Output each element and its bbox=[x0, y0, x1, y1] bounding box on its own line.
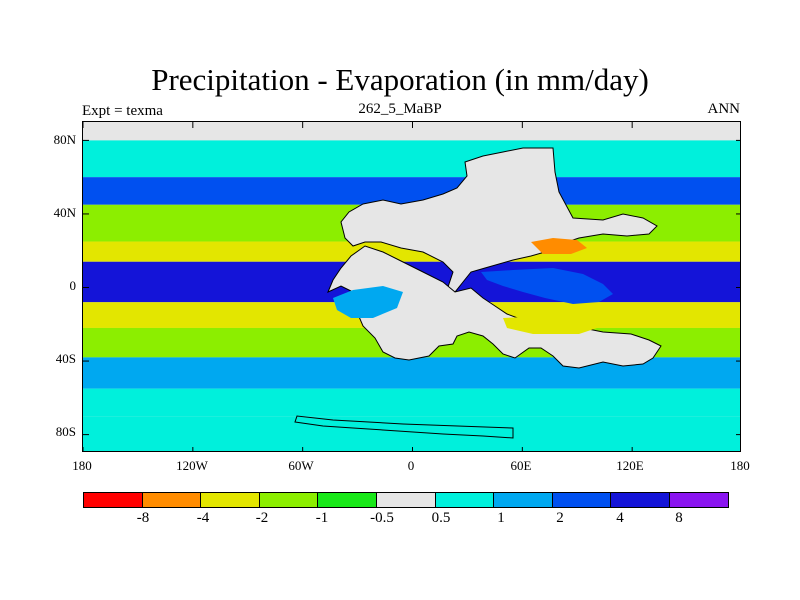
zonal-band bbox=[83, 177, 740, 205]
colorbar-swatch bbox=[610, 492, 670, 508]
zonal-band bbox=[83, 140, 740, 178]
tropical-rain-core bbox=[481, 268, 613, 304]
x-tick-label: 0 bbox=[407, 458, 415, 473]
x-tick-label: 60W bbox=[288, 458, 314, 473]
colorbar-swatch bbox=[83, 492, 143, 508]
x-tick-label: 120E bbox=[616, 458, 644, 473]
colorbar bbox=[83, 492, 729, 508]
colorbar-label: 8 bbox=[675, 510, 683, 526]
continent-pangaea-south bbox=[327, 245, 662, 369]
zonal-band bbox=[83, 416, 740, 451]
y-tick-label: 80N bbox=[53, 132, 76, 147]
colorbar-swatch bbox=[493, 492, 553, 508]
dry-lobe-south bbox=[503, 316, 603, 334]
colorbar-label: -8 bbox=[136, 510, 150, 526]
x-tick-label: 60E bbox=[510, 458, 532, 473]
colorbar-label: 1 bbox=[497, 510, 505, 526]
map-features bbox=[294, 147, 662, 439]
x-tick-label: 180 bbox=[730, 458, 750, 473]
colorbar-swatch bbox=[668, 492, 729, 508]
dry-lobe-north bbox=[531, 238, 587, 254]
colorbar-swatch bbox=[200, 492, 260, 508]
colorbar-swatch bbox=[375, 492, 436, 508]
colorbar-swatch bbox=[551, 492, 612, 508]
colorbar-label: -4 bbox=[196, 510, 210, 526]
continent-pangaea-north bbox=[340, 147, 658, 293]
map-plot-area bbox=[82, 121, 741, 452]
colorbar-label: -0.5 bbox=[370, 510, 394, 526]
chart-title: Precipitation - Evaporation (in mm/day) bbox=[151, 62, 649, 97]
y-tick-label: 40S bbox=[55, 351, 76, 366]
precipitation-map bbox=[83, 122, 740, 451]
y-tick-label: 0 bbox=[69, 278, 77, 293]
colorbar-label: 0.5 bbox=[431, 510, 451, 526]
colorbar-swatch bbox=[141, 492, 202, 508]
southern-coast bbox=[294, 415, 514, 439]
colorbar-swatch bbox=[317, 492, 377, 508]
season-label: ANN bbox=[707, 101, 741, 117]
experiment-label: Expt = texma bbox=[82, 103, 163, 119]
colorbar-label: 2 bbox=[556, 510, 564, 526]
colorbar-swatch bbox=[434, 492, 495, 508]
colorbar-label: -2 bbox=[255, 510, 269, 526]
axis-ticks bbox=[83, 122, 740, 451]
x-tick-label: 180 bbox=[72, 458, 92, 473]
zonal-band bbox=[83, 388, 740, 417]
colorbar-label: 4 bbox=[616, 510, 624, 526]
tropical-rain-halo bbox=[333, 286, 403, 318]
y-tick-label: 40N bbox=[53, 205, 76, 220]
x-tick-label: 120W bbox=[176, 458, 208, 473]
colorbar-swatch bbox=[258, 492, 319, 508]
y-tick-label: 80S bbox=[55, 424, 76, 439]
colorbar-label: -1 bbox=[315, 510, 329, 526]
chart-subtitle: 262_5_MaBP bbox=[358, 101, 442, 117]
